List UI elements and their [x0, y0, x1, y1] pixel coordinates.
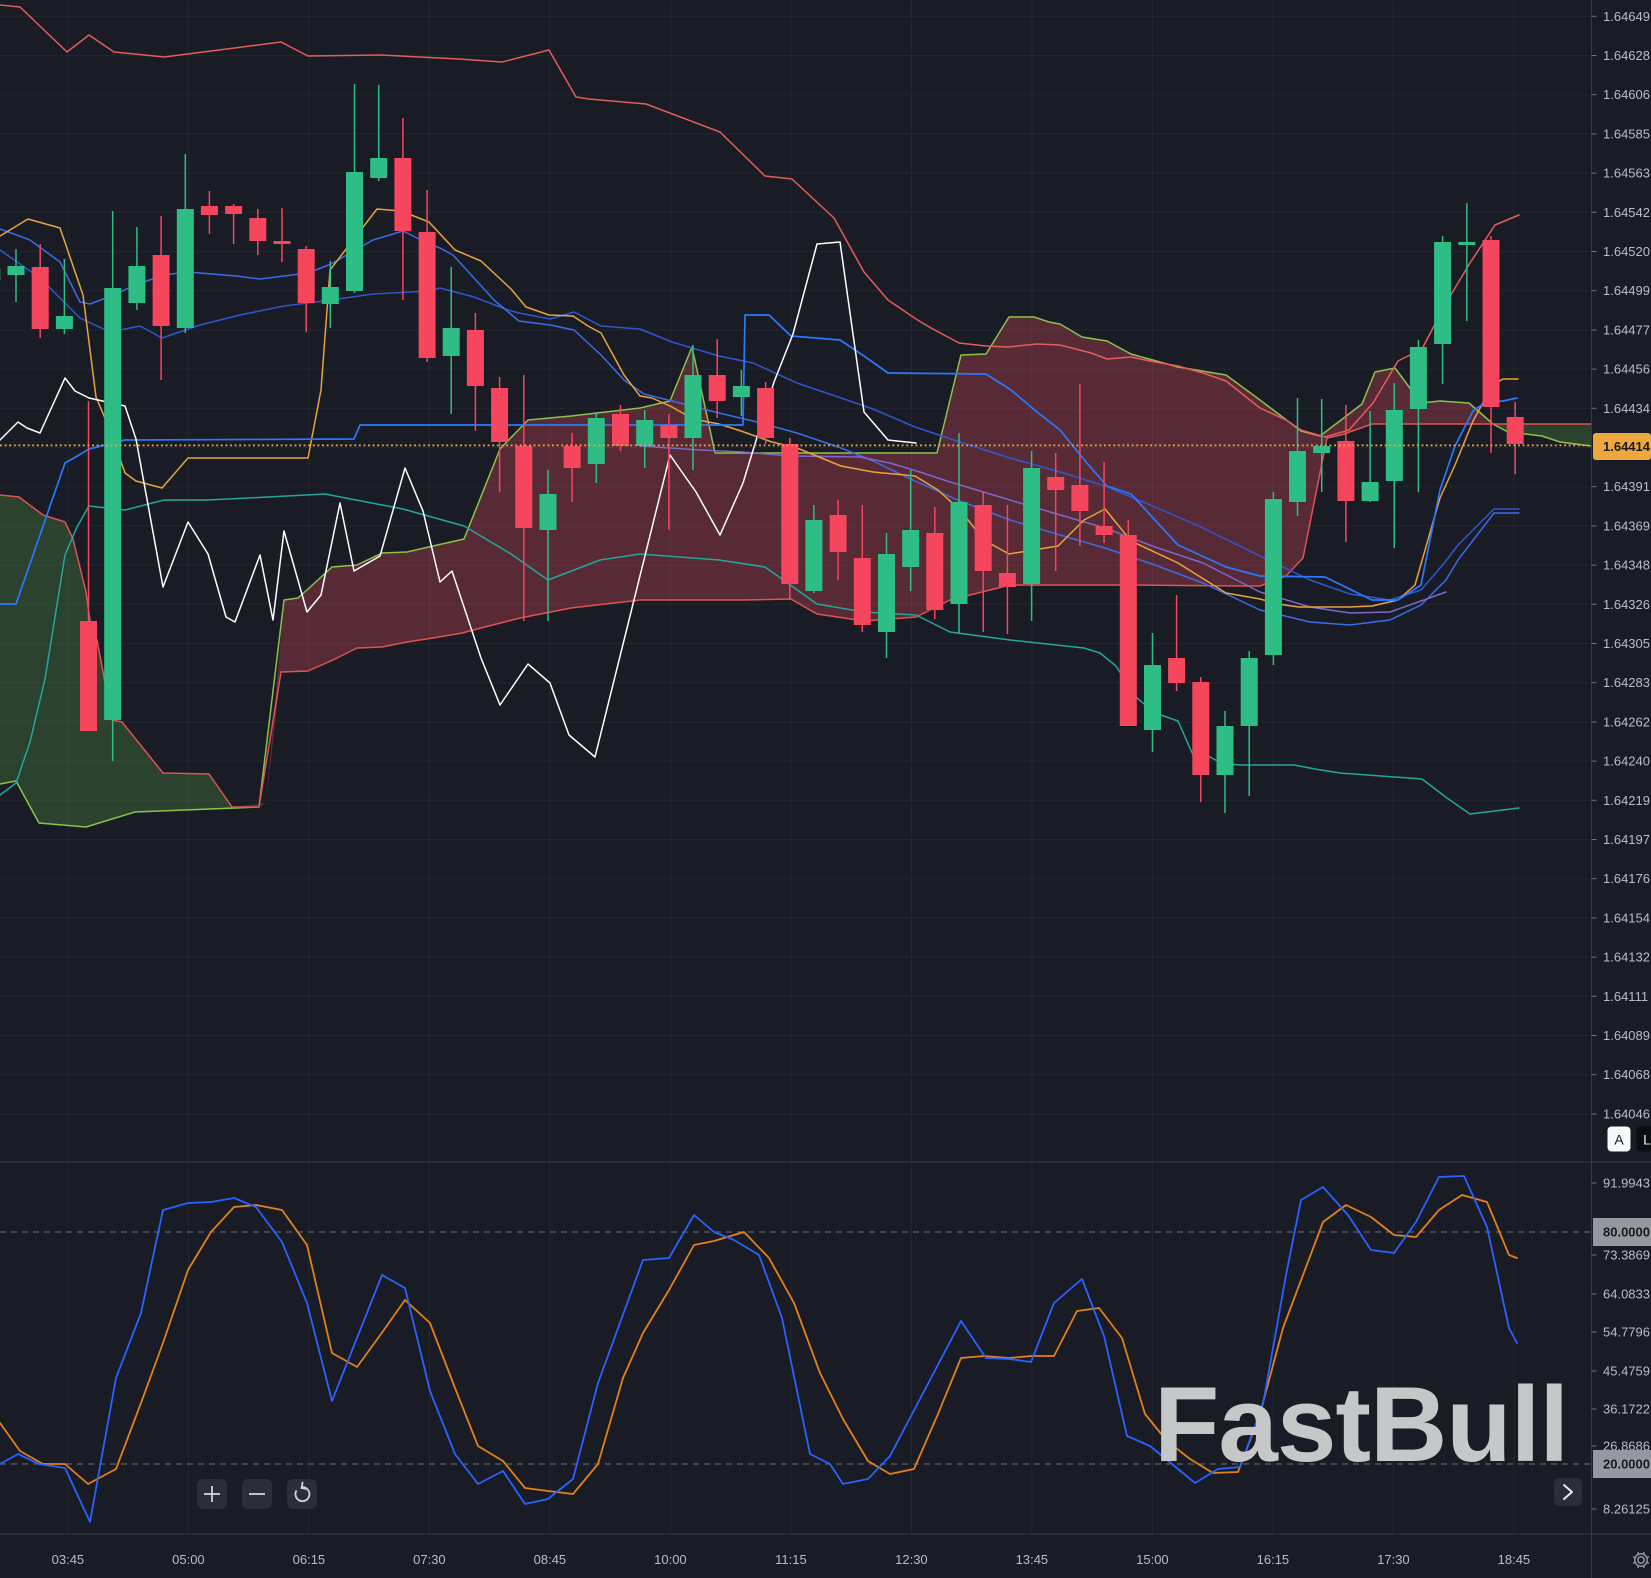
svg-text:26.8686: 26.8686: [1603, 1439, 1650, 1454]
svg-text:1.64240: 1.64240: [1603, 754, 1650, 769]
svg-text:1.64197: 1.64197: [1603, 832, 1650, 847]
svg-text:1.64283: 1.64283: [1603, 675, 1650, 690]
svg-text:36.1722: 36.1722: [1603, 1402, 1650, 1417]
svg-text:17:30: 17:30: [1377, 1552, 1410, 1567]
svg-text:1.64176: 1.64176: [1603, 871, 1650, 886]
svg-text:54.7796: 54.7796: [1603, 1325, 1650, 1340]
svg-text:03:45: 03:45: [52, 1552, 85, 1567]
svg-text:L: L: [1643, 1132, 1651, 1148]
svg-text:10:00: 10:00: [654, 1552, 687, 1567]
svg-text:1.64499: 1.64499: [1603, 283, 1650, 298]
svg-text:1.64542: 1.64542: [1603, 205, 1650, 220]
svg-text:1.64628: 1.64628: [1603, 48, 1650, 63]
svg-text:1.64154: 1.64154: [1603, 910, 1650, 925]
svg-text:FastBull: FastBull: [1154, 1364, 1568, 1484]
svg-text:13:45: 13:45: [1016, 1552, 1049, 1567]
svg-text:20.0000: 20.0000: [1603, 1457, 1650, 1472]
svg-text:1.64046: 1.64046: [1603, 1106, 1650, 1121]
svg-text:8.26125: 8.26125: [1603, 1502, 1650, 1517]
svg-text:1.64219: 1.64219: [1603, 793, 1650, 808]
svg-text:1.64132: 1.64132: [1603, 950, 1650, 965]
svg-text:80.0000: 80.0000: [1603, 1225, 1650, 1240]
svg-text:08:45: 08:45: [534, 1552, 567, 1567]
svg-text:1.64456: 1.64456: [1603, 362, 1650, 377]
svg-text:1.64111: 1.64111: [1603, 989, 1648, 1004]
svg-text:91.9943: 91.9943: [1603, 1176, 1650, 1191]
svg-text:64.0833: 64.0833: [1603, 1287, 1650, 1302]
svg-text:1.64068: 1.64068: [1603, 1067, 1650, 1082]
svg-text:1.64391: 1.64391: [1603, 479, 1650, 494]
svg-text:73.3869: 73.3869: [1603, 1248, 1650, 1263]
svg-text:05:00: 05:00: [172, 1552, 205, 1567]
svg-text:1.64369: 1.64369: [1603, 518, 1650, 533]
svg-text:16:15: 16:15: [1257, 1552, 1290, 1567]
svg-text:1.64520: 1.64520: [1603, 244, 1650, 259]
svg-text:15:00: 15:00: [1136, 1552, 1169, 1567]
svg-text:A: A: [1614, 1132, 1624, 1148]
svg-text:1.64585: 1.64585: [1603, 126, 1650, 141]
svg-text:1.64434: 1.64434: [1603, 401, 1650, 416]
svg-text:07:30: 07:30: [413, 1552, 446, 1567]
svg-text:1.64649: 1.64649: [1603, 9, 1650, 24]
svg-text:11:15: 11:15: [775, 1552, 807, 1567]
svg-text:1.64089: 1.64089: [1603, 1028, 1650, 1043]
svg-text:06:15: 06:15: [293, 1552, 326, 1567]
svg-text:1.64414: 1.64414: [1603, 439, 1651, 454]
svg-text:45.4759: 45.4759: [1603, 1364, 1650, 1379]
svg-text:1.64606: 1.64606: [1603, 87, 1650, 102]
svg-text:1.64305: 1.64305: [1603, 636, 1650, 651]
svg-text:12:30: 12:30: [895, 1552, 928, 1567]
svg-text:1.64563: 1.64563: [1603, 166, 1650, 181]
svg-text:1.64262: 1.64262: [1603, 714, 1650, 729]
svg-text:1.64348: 1.64348: [1603, 558, 1650, 573]
svg-text:18:45: 18:45: [1498, 1552, 1531, 1567]
svg-text:1.64326: 1.64326: [1603, 597, 1650, 612]
svg-text:1.64477: 1.64477: [1603, 322, 1650, 337]
